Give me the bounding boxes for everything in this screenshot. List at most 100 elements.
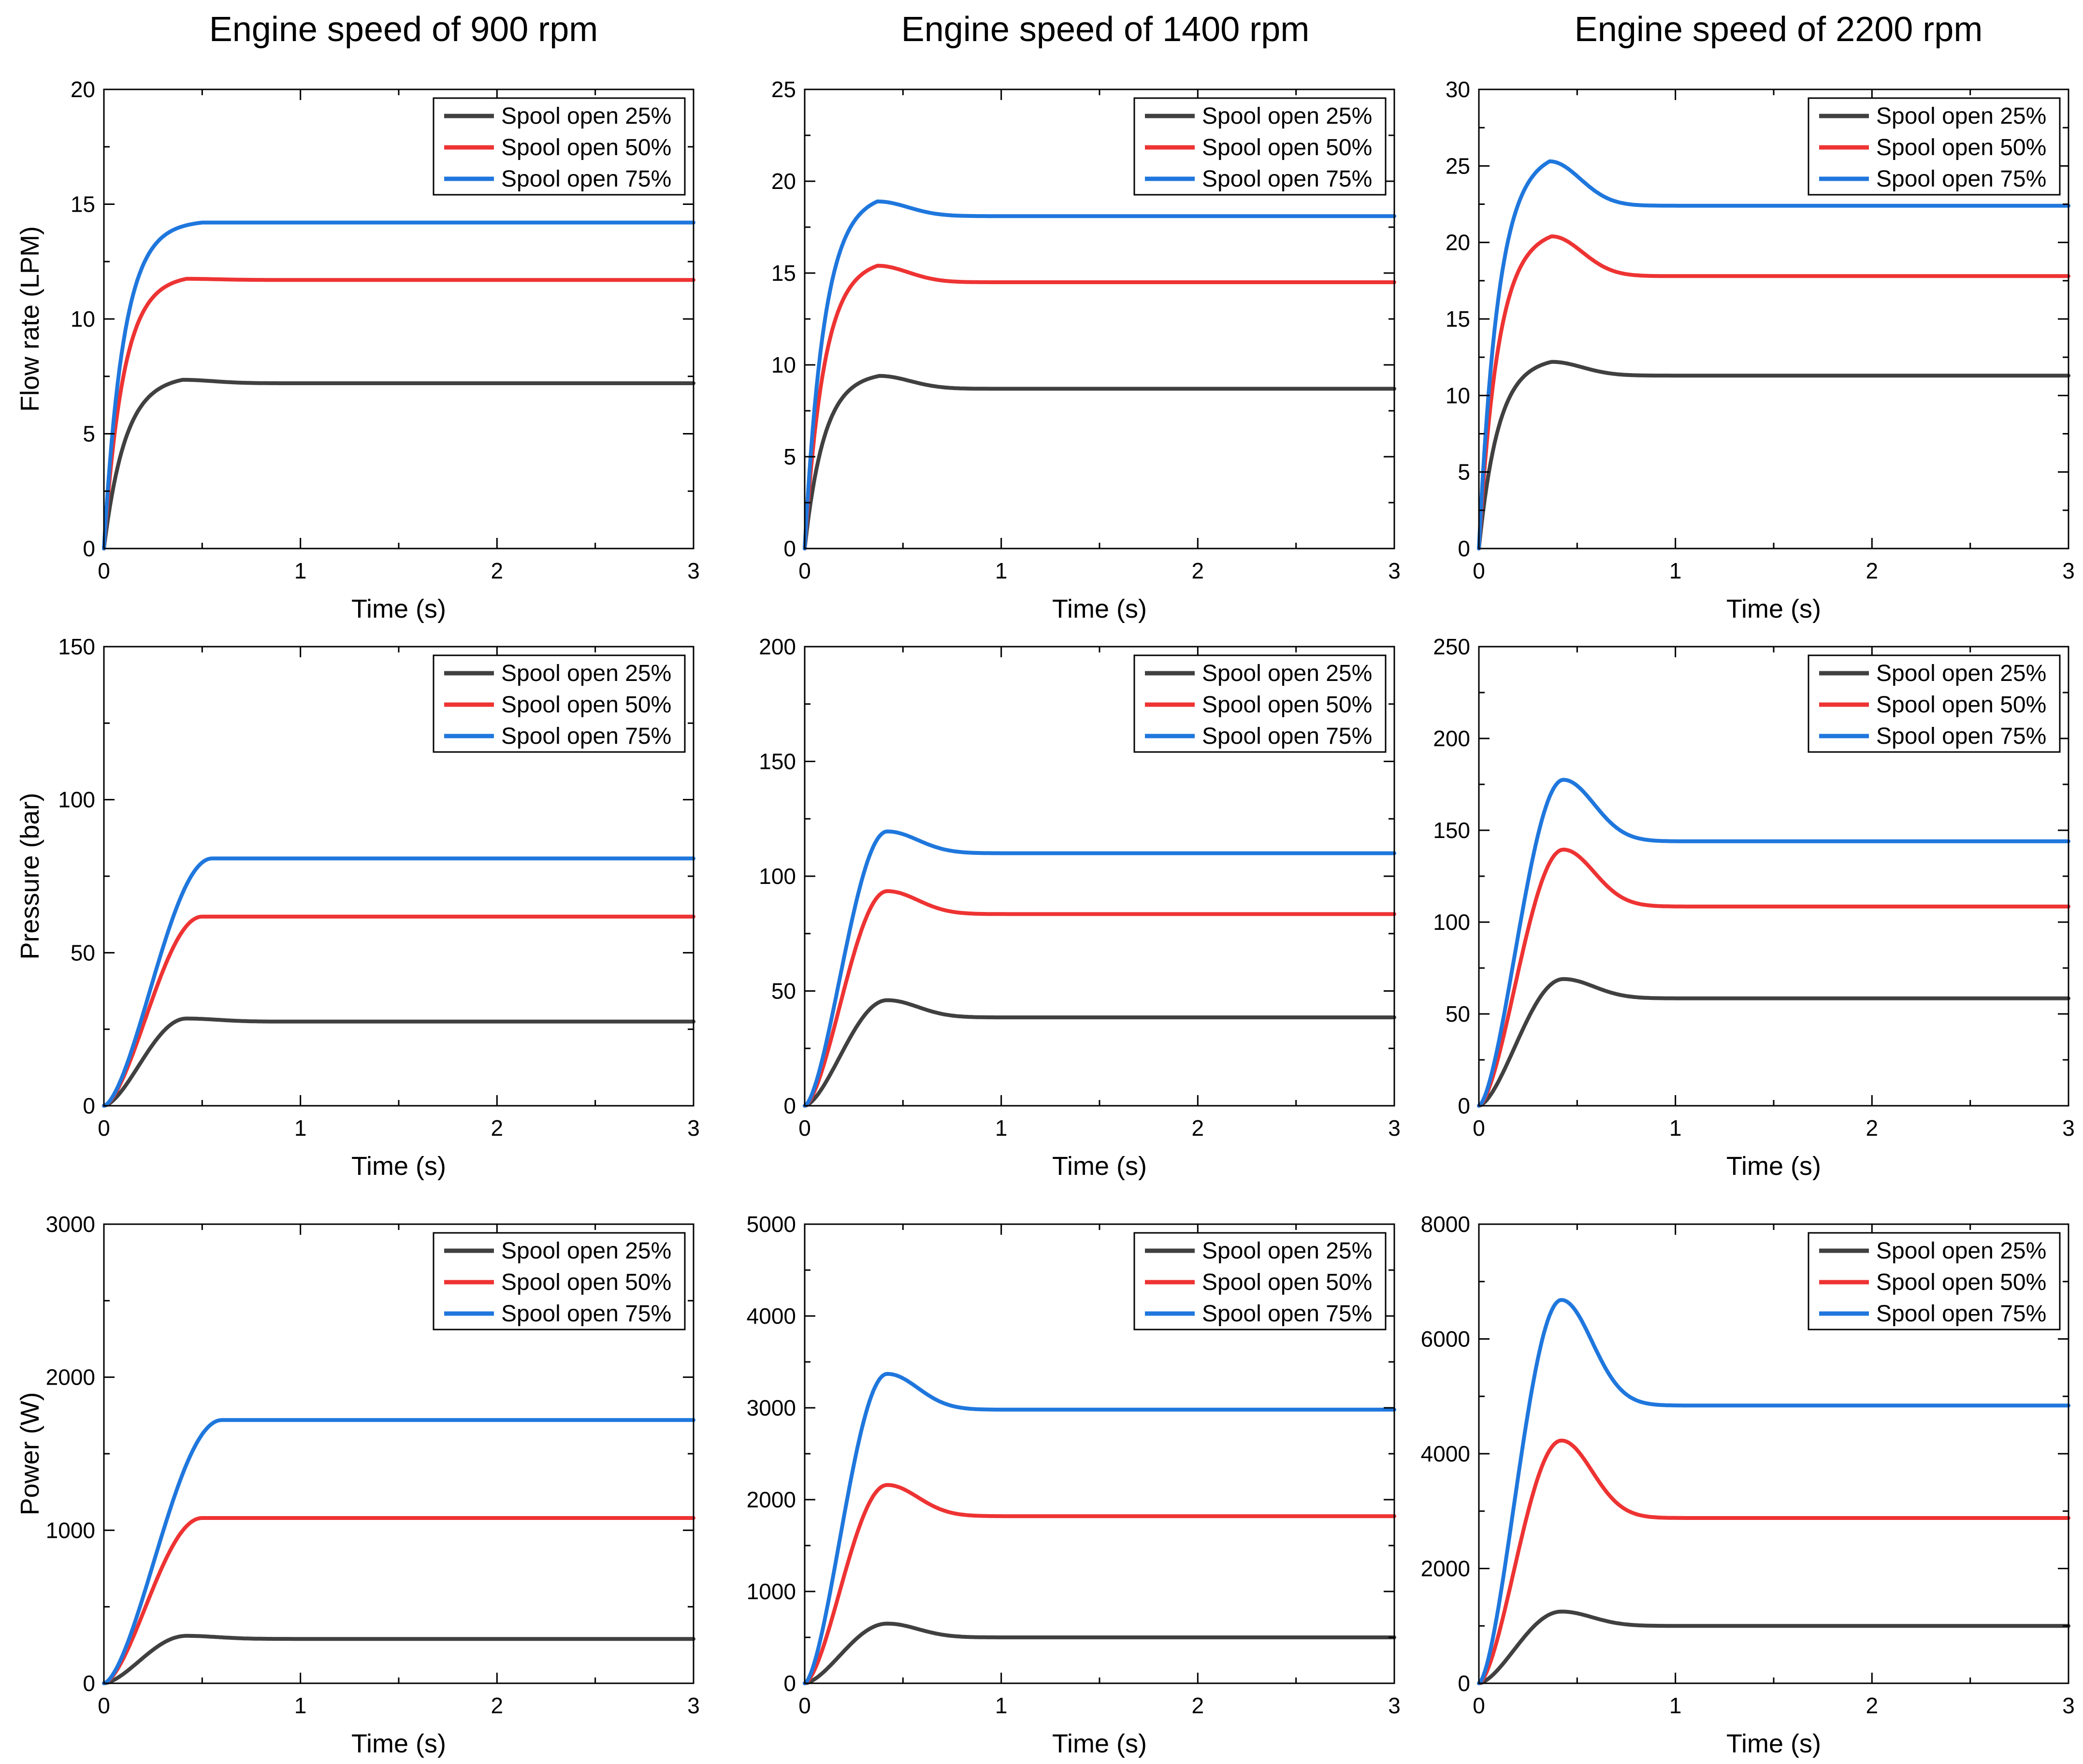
y-tick-label: 50	[71, 940, 95, 965]
legend: Spool open 25% Spool open 50% Spool open 7…	[1133, 654, 1387, 753]
legend-entry: Spool open 25%	[501, 661, 671, 686]
x-tick-label: 0	[98, 1115, 110, 1141]
x-tick-label: 3	[687, 1693, 700, 1718]
legend-entry: Spool open 75%	[1876, 166, 2046, 192]
x-tick-label: 3	[1388, 1693, 1401, 1718]
x-tick-label: 1	[995, 1115, 1008, 1141]
x-axis-label: Time (s)	[1052, 594, 1147, 623]
x-tick-label: 0	[1473, 1693, 1485, 1718]
y-tick-label: 0	[1458, 536, 1470, 561]
legend-entry: Spool open 50%	[1202, 692, 1372, 718]
legend-entry: Spool open 50%	[501, 692, 671, 718]
y-tick-label: 150	[1433, 818, 1470, 843]
column-title-2200: Engine speed of 2200 rpm	[1575, 10, 1983, 49]
y-tick-label: 0	[783, 1671, 796, 1696]
y-tick-label: 15	[71, 192, 95, 217]
series-line-6-1	[1477, 977, 2070, 1108]
legend-entry: Spool open 25%	[1202, 1238, 1372, 1264]
series-line-8-1	[803, 1621, 1396, 1685]
y-tick-label: 6000	[1421, 1327, 1470, 1352]
x-tick-label: 0	[798, 1693, 811, 1718]
x-axis-label: Time (s)	[1726, 1152, 1821, 1181]
y-tick-label: 10	[71, 306, 95, 332]
y-tick-label: 150	[759, 749, 796, 774]
x-axis-label: Time (s)	[1726, 1729, 1821, 1758]
y-tick-label: 0	[83, 1093, 95, 1118]
y-tick-label: 25	[771, 77, 796, 102]
x-axis-label: Time (s)	[351, 594, 446, 623]
x-tick-label: 2	[1192, 1115, 1204, 1141]
legend: Spool open 25% Spool open 50% Spool open 7…	[1808, 97, 2061, 196]
y-tick-label: 4000	[1421, 1441, 1470, 1466]
series-line-3-2	[1477, 234, 2070, 550]
y-tick-label: 0	[1458, 1671, 1470, 1696]
y-tick-label: 5000	[747, 1212, 796, 1237]
chart-panel-1: 0 1 2 3 0 5 10 15 20 Time (s) Flow rate (LPM) Spool…	[15, 77, 700, 623]
series-line-5-3	[803, 829, 1396, 1108]
series-line-9-1	[1477, 1609, 2070, 1685]
y-tick-label: 200	[759, 634, 796, 659]
legend: Spool open 25% Spool open 50% Spool open 7…	[1133, 97, 1387, 196]
series-line-6-2	[1477, 847, 2070, 1108]
y-tick-label: 10	[771, 352, 796, 377]
legend: Spool open 25% Spool open 50% Spool open 7…	[1808, 1232, 2061, 1330]
legend-entry: Spool open 75%	[1202, 1301, 1372, 1327]
y-tick-label: 0	[1458, 1093, 1470, 1118]
series-line-4-3	[102, 856, 695, 1108]
y-axis-label: Power (W)	[15, 1392, 44, 1516]
x-tick-label: 3	[1388, 1115, 1401, 1141]
series-line-9-2	[1477, 1438, 2070, 1685]
y-tick-label: 2000	[747, 1487, 796, 1512]
legend-entry: Spool open 25%	[501, 1238, 671, 1264]
y-axis-label: Flow rate (LPM)	[15, 226, 44, 412]
legend-entry: Spool open 25%	[1202, 661, 1372, 686]
x-tick-label: 0	[98, 1693, 110, 1718]
y-tick-label: 1000	[46, 1518, 95, 1543]
x-tick-label: 2	[1866, 1115, 1879, 1141]
x-tick-label: 2	[491, 1115, 504, 1141]
x-tick-label: 2	[491, 558, 504, 583]
legend-entry: Spool open 50%	[1876, 692, 2046, 718]
y-tick-label: 5	[783, 444, 796, 469]
legend-entry: Spool open 50%	[1876, 135, 2046, 160]
legend: Spool open 25% Spool open 50% Spool open 7…	[1808, 654, 2061, 753]
x-tick-label: 0	[1473, 558, 1485, 583]
y-tick-label: 200	[1433, 726, 1470, 751]
legend-entry: Spool open 50%	[501, 135, 671, 160]
x-tick-label: 0	[98, 558, 110, 583]
x-tick-label: 0	[1473, 1115, 1485, 1141]
y-tick-label: 250	[1433, 634, 1470, 659]
x-tick-label: 0	[798, 558, 811, 583]
legend-entry: Spool open 25%	[1202, 103, 1372, 129]
y-tick-label: 4000	[747, 1303, 796, 1329]
series-line-1-3	[102, 220, 695, 550]
legend-entry: Spool open 75%	[1876, 723, 2046, 749]
y-tick-label: 30	[1446, 77, 1470, 102]
legend-entry: Spool open 25%	[1876, 1238, 2046, 1264]
x-tick-label: 2	[1192, 558, 1204, 583]
x-axis-label: Time (s)	[1726, 594, 1821, 623]
y-tick-label: 100	[58, 787, 95, 812]
chart-panel-4: 0 1 2 3 0 50 100 150 Time (s) Pressure (bar) Spool…	[15, 634, 700, 1181]
y-tick-label: 3000	[747, 1395, 796, 1420]
series-line-3-3	[1477, 159, 2070, 550]
y-tick-label: 1000	[747, 1579, 796, 1604]
x-tick-label: 1	[294, 558, 307, 583]
legend-entry: Spool open 75%	[1202, 723, 1372, 749]
y-tick-label: 5	[83, 421, 95, 447]
series-line-5-1	[803, 998, 1396, 1108]
x-axis-label: Time (s)	[351, 1152, 446, 1181]
series-line-8-3	[803, 1372, 1396, 1685]
y-tick-label: 2000	[1421, 1556, 1470, 1581]
legend-entry: Spool open 50%	[1202, 135, 1372, 160]
x-tick-label: 1	[995, 1693, 1008, 1718]
x-tick-label: 1	[1669, 558, 1682, 583]
x-tick-label: 0	[798, 1115, 811, 1141]
y-tick-label: 50	[771, 979, 796, 1004]
y-tick-label: 50	[1446, 1001, 1470, 1027]
legend-entry: Spool open 25%	[501, 103, 671, 129]
